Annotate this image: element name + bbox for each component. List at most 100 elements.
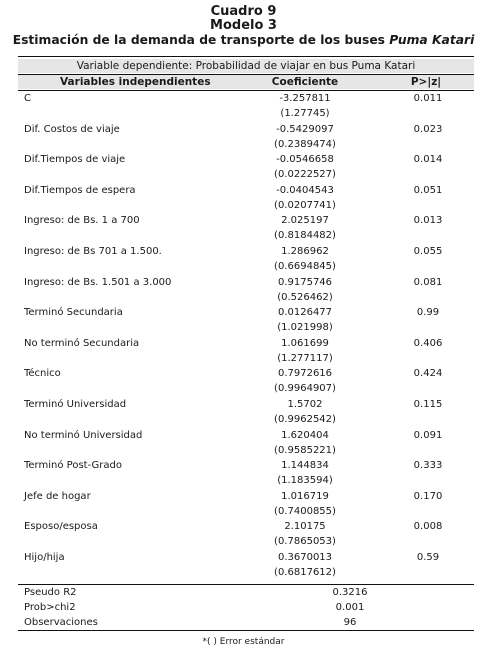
header-rule-bottom: [18, 90, 474, 91]
standard-error-value: (0.7865053): [274, 536, 336, 547]
footnote: *( ) Error estándar: [202, 637, 285, 647]
stat-label: Observaciones: [24, 617, 98, 628]
variable-label: Dif.Tiempos de espera: [24, 185, 136, 196]
variable-label: Terminó Post-Grado: [24, 460, 123, 471]
standard-error-value: (0.9962542): [274, 414, 336, 425]
p-value: 0.008: [413, 521, 443, 532]
variable-label: Terminó Secundaria: [24, 307, 123, 318]
variable-label: Hijo/hija: [24, 552, 65, 563]
variable-label: Dif.Tiempos de viaje: [24, 154, 126, 165]
variable-label: No terminó Secundaria: [24, 338, 140, 349]
coefficient-value: -3.257811: [279, 93, 331, 104]
table-row: Técnico 0.7972616 (0.9964907) 0.424: [24, 367, 474, 395]
standard-error-value: (0.6817612): [274, 567, 336, 578]
dependent-variable-band: [18, 59, 474, 73]
coefficient-value: 1.286962: [281, 246, 329, 257]
stat-value: 0.001: [335, 602, 365, 613]
stat-label: Pseudo R2: [24, 587, 77, 598]
standard-error-value: (0.9585221): [274, 445, 336, 456]
variable-label: Ingreso: de Bs 701 a 1.500.: [24, 246, 162, 257]
p-value: 0.081: [413, 277, 443, 288]
table-row: Terminó Post-Grado 1.144834 (1.183594) 0.33…: [24, 459, 474, 487]
coefficient-value: 1.144834: [281, 460, 329, 471]
model-label: Modelo 3: [210, 18, 277, 33]
p-value: 0.170: [413, 491, 443, 502]
dependent-variable: Variable dependiente: Probabilidad de vi…: [76, 60, 416, 72]
variable-label: C: [24, 93, 31, 104]
table-row: Ingreso: de Bs. 1.501 a 3.000 0.9175746 (0…: [24, 276, 474, 304]
top-rule: [18, 56, 474, 57]
table-caption: Cuadro 9 Modelo 3 Estimación de la deman…: [0, 5, 487, 48]
col-header-variables: Variables independientes: [60, 76, 211, 88]
table-row: Esposo/esposa 2.10175 (0.7865053) 0.008: [24, 520, 474, 548]
standard-error-value: (0.8184482): [274, 230, 336, 241]
standard-error-value: (0.7400855): [274, 506, 336, 517]
table-row: Terminó Universidad 1.5702 (0.9962542) 0.11…: [24, 398, 474, 426]
coefficient-value: -0.0404543: [276, 185, 334, 196]
table-row: C -3.257811 (1.27745) 0.011: [24, 92, 474, 120]
standard-error-value: (0.9964907): [274, 383, 336, 394]
p-value: 0.011: [413, 93, 443, 104]
standard-error-value: (0.6694845): [274, 261, 336, 272]
variable-label: No terminó Universidad: [24, 430, 143, 441]
table-title-text: Estimación de la demanda de transporte d…: [12, 33, 390, 47]
coefficient-value: 2.025197: [281, 215, 329, 226]
standard-error-value: (1.277117): [277, 353, 333, 364]
coefficient-value: 1.620404: [281, 430, 329, 441]
coefficient-value: 1.061699: [281, 338, 329, 349]
table-row: Ingreso: de Bs 701 a 1.500. 1.286962 (0.66…: [24, 245, 474, 273]
variable-label: Dif. Costos de viaje: [24, 124, 120, 135]
p-value: 0.333: [413, 460, 443, 471]
coefficient-value: 0.3670013: [277, 552, 333, 563]
standard-error-value: (0.2389474): [274, 139, 336, 150]
variable-label: Terminó Universidad: [24, 399, 127, 410]
col-header-p: P>|z|: [410, 76, 442, 88]
table-row: Ingreso: de Bs. 1 a 700 2.025197 (0.818448…: [24, 214, 474, 242]
p-value: 0.406: [413, 338, 443, 349]
table-number: Cuadro 9: [210, 4, 277, 19]
table-row: Dif. Costos de viaje -0.5429097 (0.2389474…: [24, 123, 474, 151]
coefficient-value: 0.9175746: [277, 277, 333, 288]
stats-row: Observaciones 96: [24, 616, 474, 630]
p-value: 0.051: [413, 185, 443, 196]
variable-label: Ingreso: de Bs. 1.501 a 3.000: [24, 277, 172, 288]
variable-label: Jefe de hogar: [24, 491, 91, 502]
bottom-rule: [18, 630, 474, 631]
stats-row: Prob>chi2 0.001: [24, 601, 474, 615]
stat-value: 0.3216: [332, 587, 368, 598]
variable-label: Ingreso: de Bs. 1 a 700: [24, 215, 140, 226]
header-band: [18, 75, 474, 89]
coefficient-value: 0.0126477: [277, 307, 333, 318]
p-value: 0.013: [413, 215, 443, 226]
coefficient-value: 1.016719: [281, 491, 329, 502]
table-row: Dif.Tiempos de viaje -0.0546658 (0.0222527…: [24, 153, 474, 181]
table-row: Dif.Tiempos de espera -0.0404543 (0.020774…: [24, 184, 474, 212]
standard-error-value: (0.526462): [277, 292, 333, 303]
standard-error-value: (1.021998): [277, 322, 333, 333]
stat-label: Prob>chi2: [24, 602, 76, 613]
coefficient-value: -0.5429097: [276, 124, 334, 135]
coefficient-value: 1.5702: [287, 399, 323, 410]
standard-error-value: (0.0222527): [274, 169, 336, 180]
p-value: 0.59: [416, 552, 440, 563]
coefficient-value: 0.7972616: [277, 368, 333, 379]
p-value: 0.99: [416, 307, 440, 318]
coefficient-value: 2.10175: [284, 521, 326, 532]
p-value: 0.023: [413, 124, 443, 135]
p-value: 0.055: [413, 246, 443, 257]
standard-error-value: (0.0207741): [274, 200, 336, 211]
standard-error-value: (1.27745): [280, 108, 330, 119]
col-header-coef: Coeficiente: [271, 76, 339, 88]
p-value: 0.115: [413, 399, 443, 410]
table-row: Terminó Secundaria 0.0126477 (1.021998) 0.9…: [24, 306, 474, 334]
p-value: 0.091: [413, 430, 443, 441]
table-row: No terminó Universidad 1.620404 (0.9585221…: [24, 429, 474, 457]
p-value: 0.424: [413, 368, 443, 379]
table-row: Jefe de hogar 1.016719 (0.7400855) 0.170: [24, 490, 474, 518]
table-title-italic: Puma Katari: [389, 33, 475, 47]
stat-value: 96: [343, 617, 357, 628]
stats-row: Pseudo R2 0.3216: [24, 586, 474, 600]
variable-label: Esposo/esposa: [24, 521, 98, 532]
table-row: Hijo/hija 0.3670013 (0.6817612) 0.59: [24, 551, 474, 579]
p-value: 0.014: [413, 154, 443, 165]
